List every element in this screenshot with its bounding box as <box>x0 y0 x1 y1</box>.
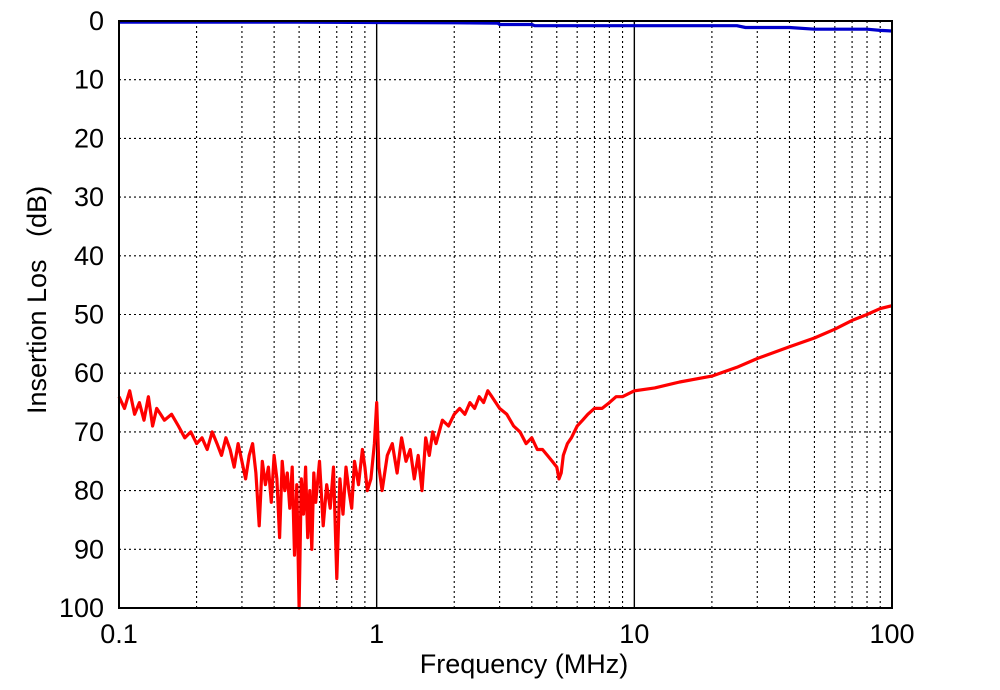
y-tick-label: 20 <box>74 123 104 153</box>
x-axis-label: Frequency (MHz) <box>420 649 629 679</box>
y-tick-label: 100 <box>59 593 104 623</box>
y-axis-label: Insertion Los (dB) <box>22 186 52 414</box>
grid <box>119 21 892 608</box>
y-tick-label: 10 <box>74 65 104 95</box>
y-tick-label: 70 <box>74 417 104 447</box>
series-layer <box>117 20 893 610</box>
y-tick-label: 50 <box>74 300 104 330</box>
x-tick-label: 100 <box>869 619 914 649</box>
y-tick-label: 30 <box>74 182 104 212</box>
plot-frame <box>118 20 893 609</box>
y-tick-label: 0 <box>89 6 104 36</box>
x-tick-label: 1 <box>369 619 384 649</box>
y-tick-label: 80 <box>74 476 104 506</box>
x-tick-label: 10 <box>619 619 649 649</box>
blue-series-line <box>119 20 893 33</box>
y-tick-label: 40 <box>74 241 104 271</box>
y-tick-label: 90 <box>74 534 104 564</box>
red-series-line <box>117 304 893 610</box>
y-tick-label: 60 <box>74 358 104 388</box>
x-tick-label: 0.1 <box>100 619 138 649</box>
